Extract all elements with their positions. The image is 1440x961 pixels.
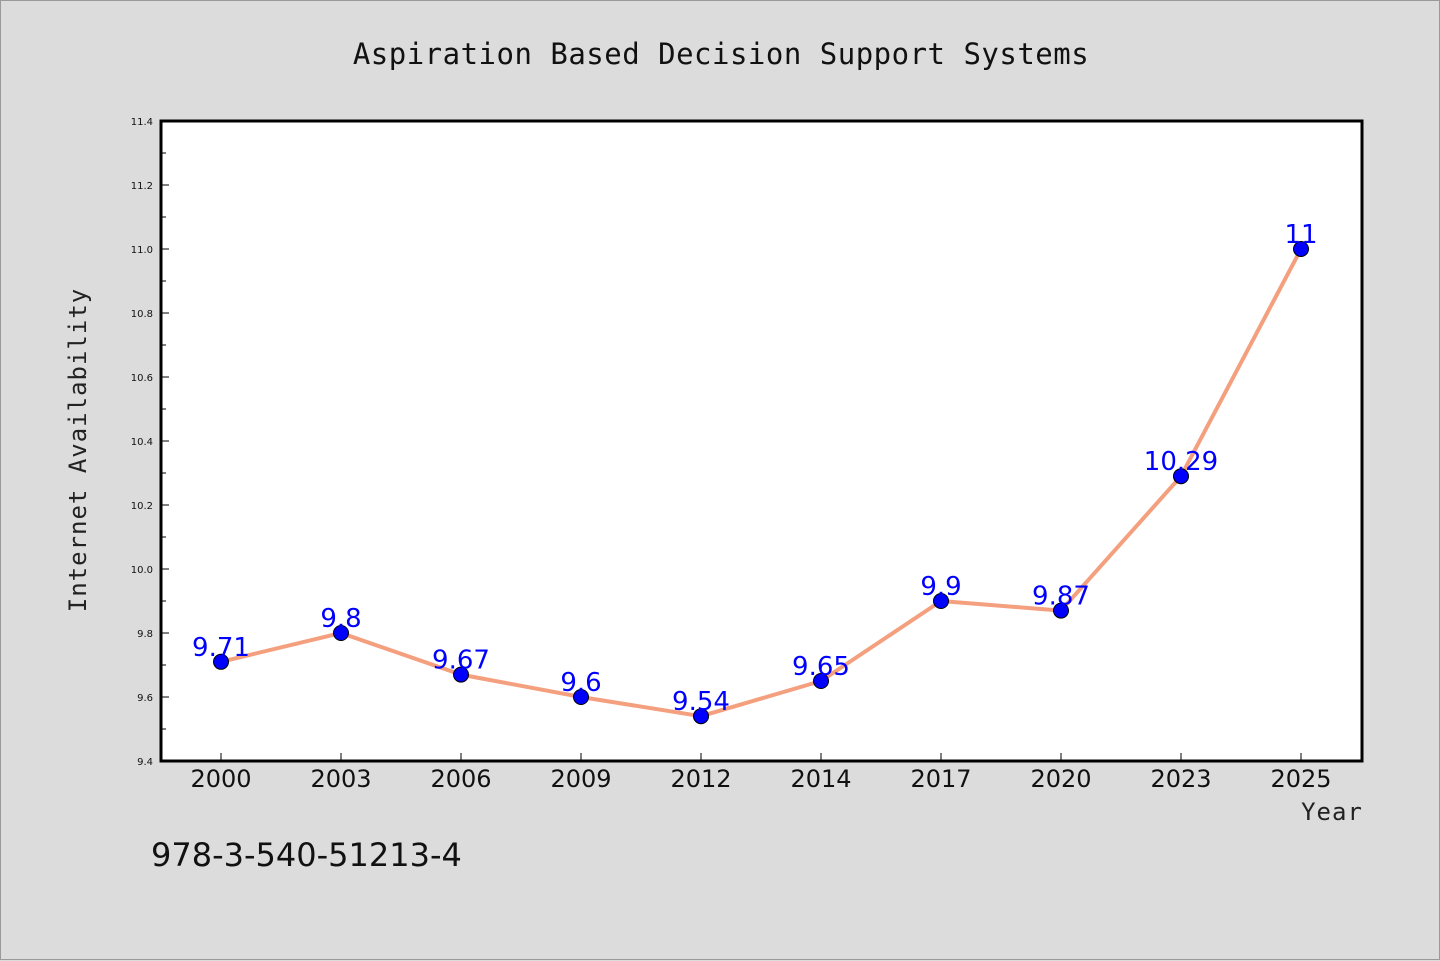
x-tick-label: 2012 bbox=[670, 765, 731, 793]
data-point bbox=[1293, 241, 1309, 257]
data-label: 9.67 bbox=[432, 646, 490, 676]
data-label: 9.54 bbox=[672, 687, 730, 717]
x-tick-label: 2020 bbox=[1030, 765, 1091, 793]
data-label: 9.71 bbox=[192, 633, 250, 663]
y-tick-label: 9.4 bbox=[137, 757, 153, 768]
x-tick-label: 2025 bbox=[1270, 765, 1331, 793]
y-tick-label: 10.0 bbox=[131, 565, 153, 576]
y-tick-label: 9.6 bbox=[137, 693, 153, 704]
chart-title: Aspiration Based Decision Support System… bbox=[353, 37, 1089, 71]
y-axis: 9.4 9.6 9.8 10.0 10.2 10.4 10.6 10.8 11.0 11.2 11.… bbox=[131, 117, 169, 768]
data-label: 10.29 bbox=[1144, 447, 1218, 477]
data-label: 9.8 bbox=[320, 604, 361, 634]
x-tick-label: 2023 bbox=[1150, 765, 1211, 793]
data-label: 9.65 bbox=[792, 652, 850, 682]
data-label: 9.9 bbox=[920, 572, 961, 602]
data-point bbox=[573, 689, 589, 705]
data-point bbox=[1173, 468, 1189, 485]
x-tick-label: 2000 bbox=[190, 765, 251, 793]
x-tick-label: 2014 bbox=[790, 765, 851, 793]
plot-area bbox=[159, 119, 1364, 763]
y-tick-label: 11.0 bbox=[131, 245, 153, 256]
x-tick-label: 2017 bbox=[910, 765, 971, 793]
y-tick-label: 10.4 bbox=[131, 437, 153, 448]
data-point bbox=[213, 653, 229, 670]
y-tick-label: 11.4 bbox=[131, 117, 153, 128]
data-point bbox=[333, 625, 349, 641]
x-tick-label: 2006 bbox=[430, 765, 491, 793]
data-label: 11 bbox=[1284, 220, 1317, 250]
y-tick-label: 9.8 bbox=[137, 629, 153, 640]
data-point bbox=[813, 673, 829, 689]
data-point bbox=[453, 666, 469, 683]
x-axis: 2000 2003 2006 2009 2012 2014 2017 2020 2023 2025 bbox=[190, 753, 1332, 793]
y-tick-label: 11.2 bbox=[131, 181, 153, 192]
y-tick-label: 10.2 bbox=[131, 501, 153, 512]
data-label: 9.87 bbox=[1032, 582, 1090, 612]
data-point bbox=[1053, 602, 1069, 619]
series-layer: 9.71 9.8 9.67 9.6 9.54 9.65 9.9 9.87 10.29 11 bbox=[192, 220, 1318, 725]
x-tick-label: 2003 bbox=[310, 765, 371, 793]
y-axis-label: Internet Availability bbox=[64, 288, 92, 612]
y-tick-label: 10.6 bbox=[131, 373, 153, 384]
y-tick-label: 10.8 bbox=[131, 309, 153, 320]
footnote-isbn: 978-3-540-51213-4 bbox=[151, 836, 462, 874]
data-point bbox=[933, 593, 949, 609]
x-axis-label: Year bbox=[1301, 798, 1363, 826]
data-label: 9.6 bbox=[560, 668, 601, 698]
series-line bbox=[219, 247, 1303, 719]
data-point bbox=[693, 708, 709, 725]
x-tick-label: 2009 bbox=[550, 765, 611, 793]
